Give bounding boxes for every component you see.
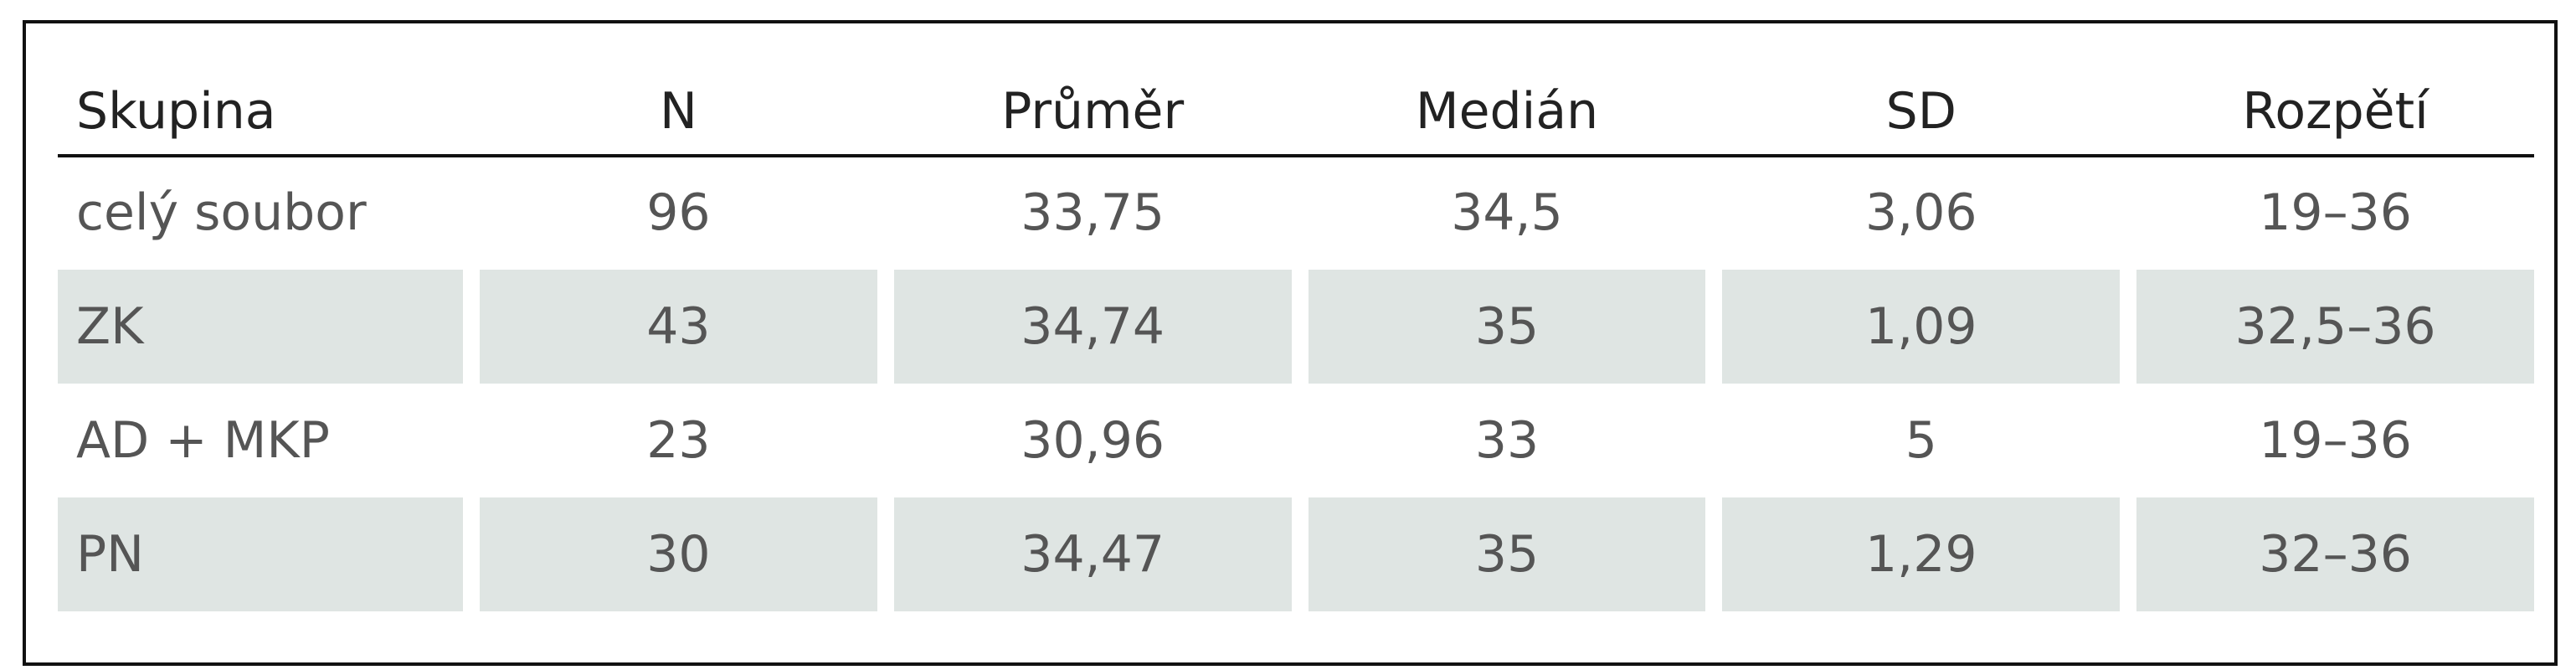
table-frame xyxy=(23,20,2558,666)
header-cell: Rozpětí xyxy=(2242,82,2429,141)
table-cell: PN xyxy=(58,497,463,611)
table-body: celý soubor 96 33,75 34,5 3,06 19–36 ZK 43 34,74… xyxy=(58,156,2534,611)
table-row: PN 30 34,47 35 1,29 32–36 xyxy=(58,497,2534,611)
header-row: Skupina N Průměr Medián SD Rozpětí xyxy=(58,67,2534,156)
table-cell: 35 xyxy=(1308,497,1706,611)
header-cell: Medián xyxy=(1415,82,1599,141)
table-cell: 33 xyxy=(1474,411,1540,470)
table-row: celý soubor 96 33,75 34,5 3,06 19–36 xyxy=(58,156,2534,270)
table-cell: 19–36 xyxy=(2259,411,2412,470)
table-cell: 1,29 xyxy=(1722,497,2121,611)
header-cell: N xyxy=(659,82,697,141)
table-cell: 34,74 xyxy=(893,270,1292,384)
table-cell: 3,06 xyxy=(1864,183,1977,242)
table-cell: 23 xyxy=(646,411,711,470)
table-cell: celý soubor xyxy=(76,183,367,242)
table-cell: 34,5 xyxy=(1451,183,1563,242)
table-cell: 30 xyxy=(480,497,877,611)
table-cell: 35 xyxy=(1308,270,1706,384)
header-cell: Průměr xyxy=(1001,82,1185,141)
table-cell: ZK xyxy=(58,270,463,384)
table-row: ZK 43 34,74 35 1,09 32,5–36 xyxy=(58,270,2534,384)
table-cell: 43 xyxy=(480,270,877,384)
header-cell: SD xyxy=(1885,82,1956,141)
table-row: AD + MKP 23 30,96 33 5 19–36 xyxy=(58,384,2534,497)
table-cell: 96 xyxy=(646,183,711,242)
table-cell: 32,5–36 xyxy=(2136,270,2534,384)
table-cell: 1,09 xyxy=(1722,270,2121,384)
stats-table: Skupina N Průměr Medián SD Rozpětí celý soubo… xyxy=(41,67,2551,611)
table-cell: AD + MKP xyxy=(76,411,330,470)
table-cell: 5 xyxy=(1905,411,1937,470)
table-cell: 34,47 xyxy=(893,497,1292,611)
table-cell: 33,75 xyxy=(1021,183,1165,242)
table-cell: 19–36 xyxy=(2259,183,2412,242)
header-rule xyxy=(58,154,2534,157)
table-cell: 30,96 xyxy=(1021,411,1165,470)
table-cell: 32–36 xyxy=(2136,497,2534,611)
header-cell: Skupina xyxy=(76,82,276,141)
